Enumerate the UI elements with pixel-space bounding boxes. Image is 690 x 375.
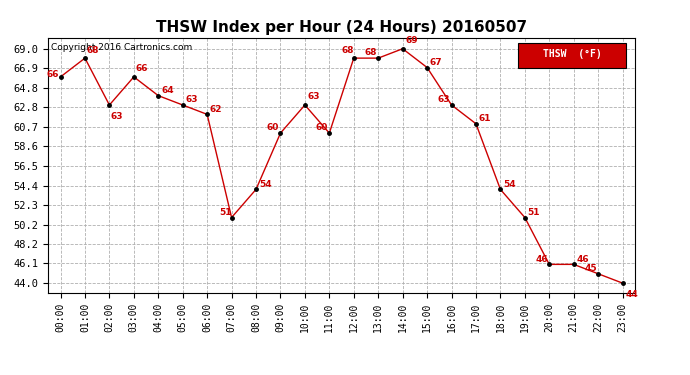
Text: 68: 68 [364, 48, 377, 57]
Title: THSW Index per Hour (24 Hours) 20160507: THSW Index per Hour (24 Hours) 20160507 [156, 20, 527, 35]
Text: 66: 66 [135, 64, 148, 74]
Text: 69: 69 [406, 36, 418, 45]
Text: 63: 63 [308, 93, 320, 102]
Text: 68: 68 [86, 46, 99, 55]
Text: 66: 66 [47, 70, 59, 79]
Text: 46: 46 [576, 255, 589, 264]
Text: THSW  (°F): THSW (°F) [542, 49, 602, 59]
Text: 54: 54 [259, 180, 271, 189]
Text: 67: 67 [430, 58, 442, 67]
Text: 60: 60 [315, 123, 328, 132]
Text: 60: 60 [266, 123, 279, 132]
Text: 64: 64 [161, 86, 174, 95]
Text: 51: 51 [528, 208, 540, 217]
Text: 63: 63 [111, 112, 124, 121]
Text: 62: 62 [210, 105, 222, 114]
Text: 46: 46 [535, 255, 548, 264]
Text: 63: 63 [186, 95, 198, 104]
Text: Copyright 2016 Cartronics.com: Copyright 2016 Cartronics.com [51, 43, 193, 52]
Text: 68: 68 [342, 46, 354, 55]
Text: 51: 51 [219, 208, 232, 217]
Text: 63: 63 [437, 95, 450, 104]
Text: 45: 45 [584, 264, 597, 273]
Text: 44: 44 [625, 290, 638, 299]
Text: 61: 61 [479, 114, 491, 123]
Text: 54: 54 [503, 180, 516, 189]
FancyBboxPatch shape [518, 43, 626, 68]
